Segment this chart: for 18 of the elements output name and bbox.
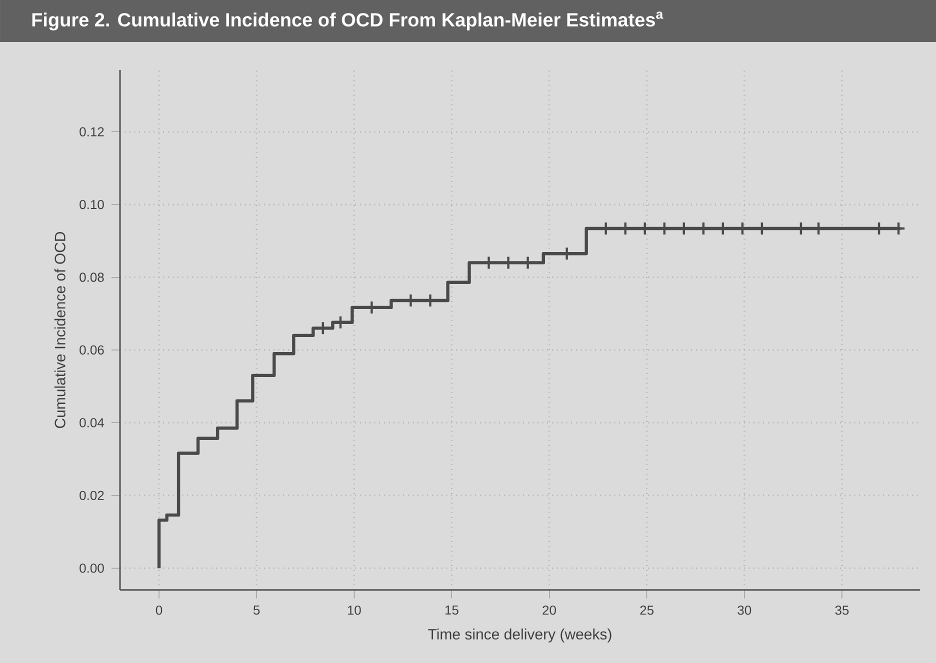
x-tick-label: 25: [640, 606, 654, 615]
y-tick-label: 0.10: [80, 200, 104, 210]
y-tick-label: 0.06: [80, 345, 104, 355]
x-tick-label: 5: [254, 606, 260, 615]
y-tick-label: 0.12: [80, 127, 104, 136]
y-tick-label: 0.02: [80, 490, 104, 500]
y-tick-label: 0.04: [80, 418, 104, 428]
x-tick-label: 0: [156, 606, 162, 615]
x-tick-label: 20: [542, 606, 556, 615]
x-tick-label: 15: [445, 606, 458, 615]
y-axis-title: Cumulative Incidence of OCD: [54, 232, 66, 428]
chart-title: Figure 2. Cumulative Incidence of OCD From Kaplan-Meier Estimates$^{a}$: [32, 12, 664, 30]
y-tick-label: 0.08: [80, 272, 104, 282]
x-tick-label: 35: [835, 606, 849, 615]
x-tick-label: 30: [738, 606, 752, 615]
y-tick-label: 0.00: [80, 564, 104, 573]
x-tick-label: 10: [348, 606, 361, 615]
x-axis-title: Time since delivery (weeks): [428, 628, 612, 642]
